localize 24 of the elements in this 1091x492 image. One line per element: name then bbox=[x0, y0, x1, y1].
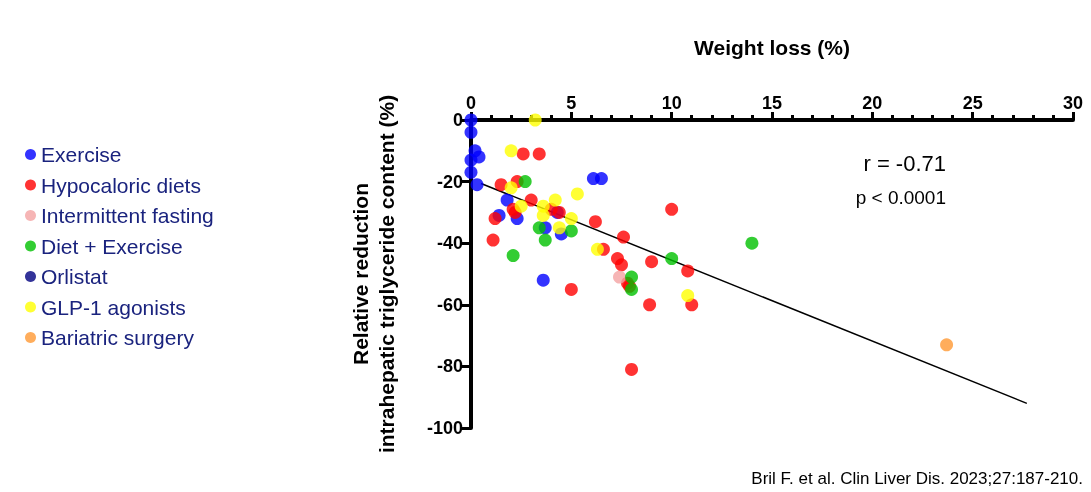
y-tick-label: -100 bbox=[426, 418, 463, 438]
y-tick-label: -80 bbox=[436, 356, 463, 377]
annotation: p < 0.0001 bbox=[855, 187, 947, 208]
legend-label: Orlistat bbox=[41, 265, 108, 288]
legend-label: Hypocaloric diets bbox=[41, 173, 201, 197]
y-tick-label: -60 bbox=[436, 294, 463, 315]
legend-label: GLP-1 agonists bbox=[41, 295, 186, 319]
y-tick-label: -40 bbox=[436, 233, 463, 254]
x-tick-label: 25 bbox=[962, 93, 983, 113]
legend-label: Bariatric surgery bbox=[41, 326, 195, 349]
text: Bril F. et al. Clin Liver Dis. 2023;27:187-210. bbox=[751, 469, 1084, 488]
x-tick-label: 10 bbox=[661, 93, 682, 113]
legend-label: Diet + Exercise bbox=[41, 234, 183, 258]
annotation: r = -0.71 bbox=[863, 150, 946, 176]
legend-label: Exercise bbox=[41, 143, 122, 166]
y-axis-title: Relative reduction intrahepatic triglyceride content (%) bbox=[348, 94, 398, 454]
x-tick-label: 30 bbox=[1062, 93, 1084, 113]
x-tick-label: 20 bbox=[862, 93, 883, 113]
x-tick-label: 15 bbox=[761, 93, 783, 113]
y-tick-label: -20 bbox=[436, 171, 463, 192]
x-axis-title: Weight loss (%) bbox=[694, 36, 850, 59]
x-tick-label: 0 bbox=[465, 93, 477, 113]
legend-label: Intermittent fasting bbox=[41, 204, 214, 227]
x-tick-label: 5 bbox=[566, 93, 577, 113]
